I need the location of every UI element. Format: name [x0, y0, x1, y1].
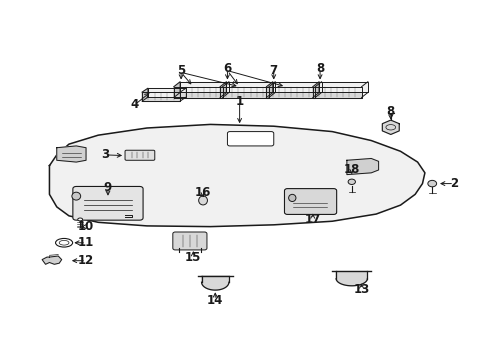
- Polygon shape: [266, 87, 315, 98]
- Text: 17: 17: [304, 213, 320, 226]
- Polygon shape: [180, 82, 228, 93]
- Polygon shape: [57, 146, 86, 162]
- Text: 8: 8: [386, 105, 394, 118]
- Polygon shape: [266, 82, 272, 98]
- Polygon shape: [226, 82, 275, 93]
- Ellipse shape: [78, 218, 82, 221]
- Polygon shape: [49, 125, 424, 226]
- Polygon shape: [272, 82, 321, 93]
- FancyBboxPatch shape: [227, 132, 273, 146]
- Text: 10: 10: [78, 220, 94, 233]
- FancyBboxPatch shape: [284, 189, 336, 215]
- Polygon shape: [312, 82, 319, 98]
- FancyBboxPatch shape: [73, 186, 143, 220]
- Ellipse shape: [72, 192, 81, 200]
- Ellipse shape: [347, 179, 355, 184]
- Text: 9: 9: [103, 181, 112, 194]
- Polygon shape: [319, 82, 367, 93]
- Polygon shape: [382, 120, 398, 134]
- Polygon shape: [335, 271, 366, 286]
- Polygon shape: [42, 256, 61, 264]
- FancyBboxPatch shape: [125, 150, 155, 160]
- Polygon shape: [173, 87, 222, 98]
- Text: 1: 1: [235, 95, 243, 108]
- Polygon shape: [220, 87, 268, 98]
- Text: 14: 14: [206, 294, 223, 307]
- Ellipse shape: [56, 238, 73, 247]
- Text: 3: 3: [102, 148, 109, 161]
- Text: 2: 2: [449, 177, 457, 190]
- Text: 13: 13: [353, 283, 369, 296]
- Ellipse shape: [288, 194, 295, 202]
- Polygon shape: [201, 276, 228, 290]
- Polygon shape: [148, 88, 185, 97]
- Text: 5: 5: [177, 64, 185, 77]
- Text: 12: 12: [78, 254, 94, 267]
- Text: 8: 8: [315, 62, 324, 75]
- Ellipse shape: [59, 240, 69, 245]
- Polygon shape: [312, 87, 361, 98]
- FancyBboxPatch shape: [172, 232, 206, 250]
- Text: 16: 16: [194, 186, 211, 199]
- Text: 6: 6: [223, 62, 231, 75]
- Text: 18: 18: [343, 163, 359, 176]
- Polygon shape: [220, 82, 226, 98]
- Ellipse shape: [198, 196, 207, 205]
- Polygon shape: [346, 158, 378, 175]
- Text: 15: 15: [185, 251, 201, 264]
- Polygon shape: [142, 92, 180, 101]
- Polygon shape: [173, 82, 180, 98]
- Ellipse shape: [427, 180, 436, 187]
- Text: 7: 7: [269, 64, 277, 77]
- Text: 4: 4: [130, 98, 139, 111]
- Polygon shape: [142, 88, 148, 101]
- Text: 11: 11: [78, 236, 94, 249]
